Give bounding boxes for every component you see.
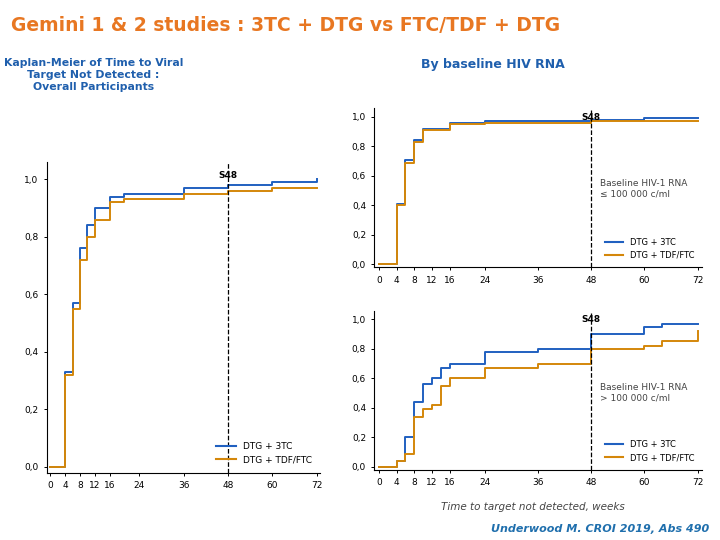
Text: Gemini 1 & 2 studies : 3TC + DTG vs FTC/TDF + DTG: Gemini 1 & 2 studies : 3TC + DTG vs FTC/… bbox=[11, 16, 560, 35]
Text: S48: S48 bbox=[582, 113, 601, 122]
Text: By baseline HIV RNA: By baseline HIV RNA bbox=[421, 58, 565, 71]
Text: S48: S48 bbox=[218, 171, 238, 180]
Text: Time to target not detected, weeks: Time to target not detected, weeks bbox=[441, 502, 625, 512]
Legend: DTG + 3TC, DTG + TDF/FTC: DTG + 3TC, DTG + TDF/FTC bbox=[602, 437, 698, 465]
Legend: DTG + 3TC, DTG + TDF/FTC: DTG + 3TC, DTG + TDF/FTC bbox=[212, 438, 316, 468]
Text: Kaplan-Meier of Time to Viral
Target Not Detected :
Overall Participants: Kaplan-Meier of Time to Viral Target Not… bbox=[4, 58, 184, 91]
Text: Baseline HIV-1 RNA
≤ 100 000 c/ml: Baseline HIV-1 RNA ≤ 100 000 c/ml bbox=[600, 179, 688, 198]
Text: Underwood M. CROI 2019, Abs 490: Underwood M. CROI 2019, Abs 490 bbox=[491, 523, 709, 534]
Text: Baseline HIV-1 RNA
> 100 000 c/ml: Baseline HIV-1 RNA > 100 000 c/ml bbox=[600, 383, 688, 402]
Text: S48: S48 bbox=[582, 315, 601, 324]
Legend: DTG + 3TC, DTG + TDF/FTC: DTG + 3TC, DTG + TDF/FTC bbox=[602, 234, 698, 263]
